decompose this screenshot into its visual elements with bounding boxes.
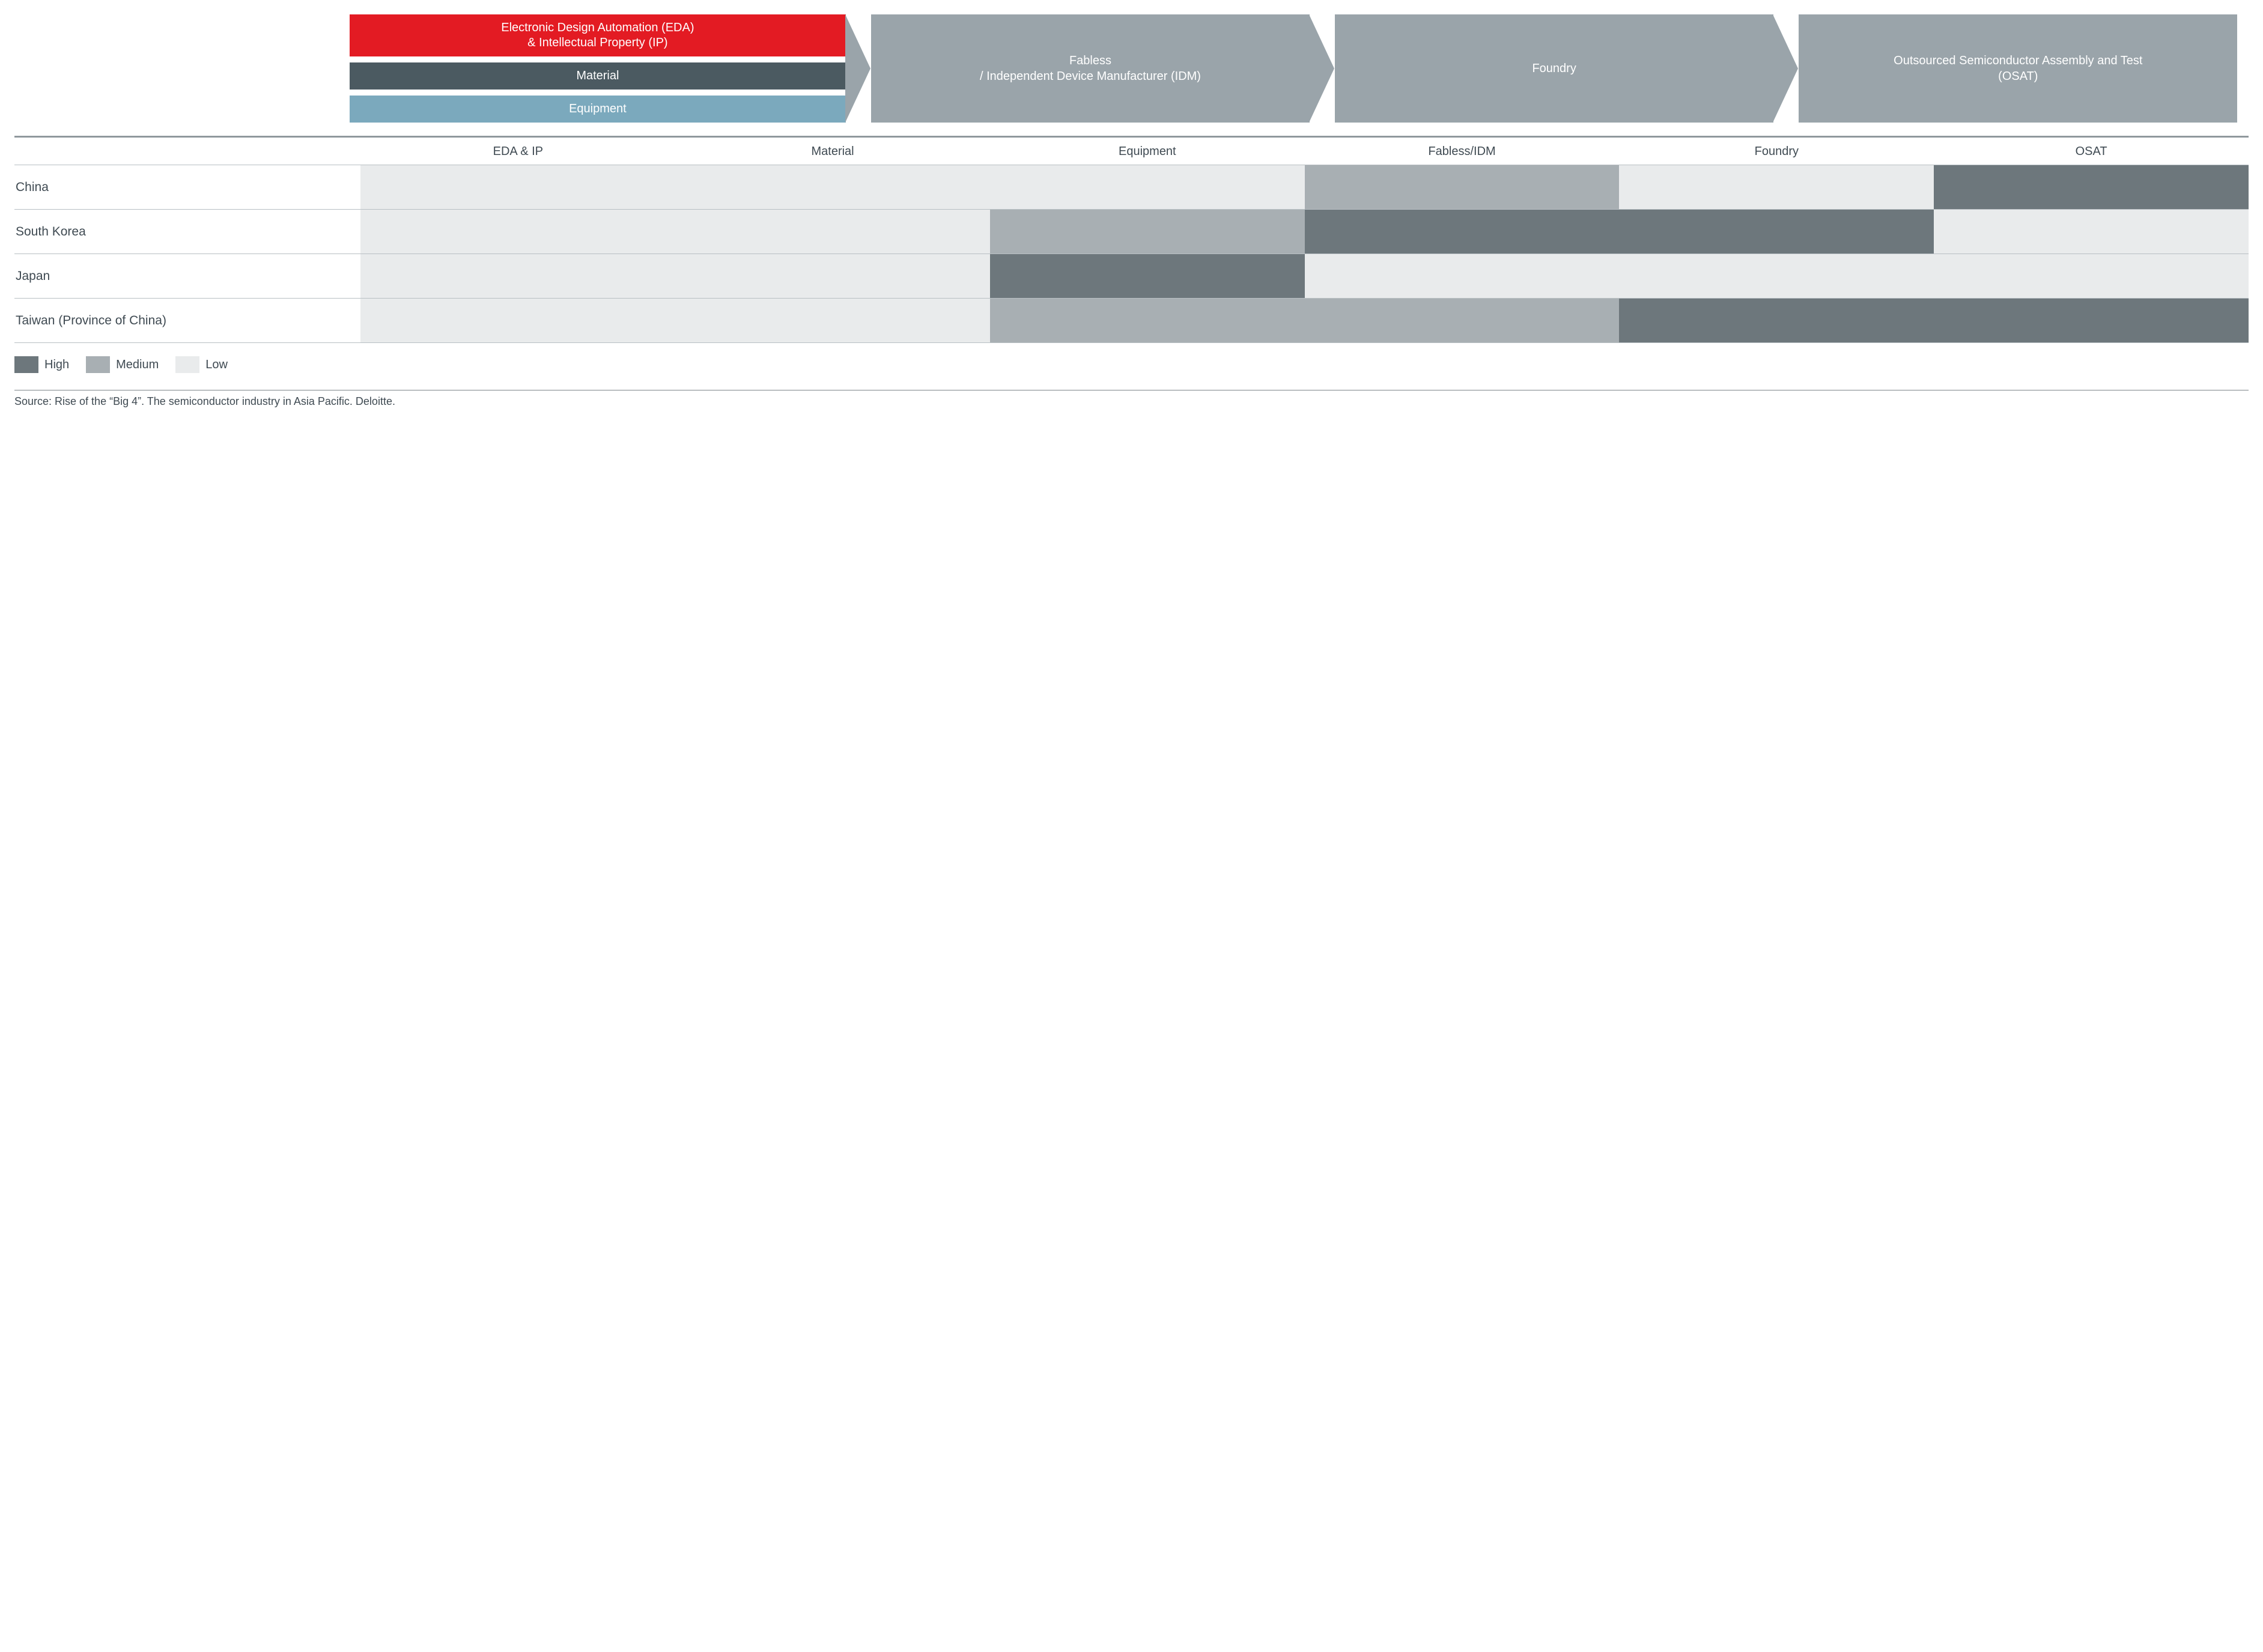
heatmap-section: EDA & IPMaterialEquipmentFabless/IDMFoun… <box>14 136 2249 343</box>
heatmap-cell <box>1934 210 2249 254</box>
table-row: Taiwan (Province of China) <box>14 299 2249 343</box>
table-row: South Korea <box>14 210 2249 254</box>
legend-label: Low <box>205 358 228 372</box>
column-header: Foundry <box>1619 138 1934 165</box>
heatmap-cell <box>990 210 1305 254</box>
legend-label: Medium <box>116 358 159 372</box>
row-label: China <box>14 165 360 210</box>
heatmap-cell <box>990 254 1305 299</box>
legend-swatch <box>175 356 199 373</box>
row-label: Taiwan (Province of China) <box>14 299 360 343</box>
heatmap-cell <box>360 254 675 299</box>
heatmap-cell <box>675 210 990 254</box>
heatmap-cell <box>1305 254 1620 299</box>
column-header: Equipment <box>990 138 1305 165</box>
heatmap-cell <box>1934 299 2249 343</box>
legend-item: Low <box>175 356 228 373</box>
legend-swatch <box>86 356 110 373</box>
heatmap-cell <box>1619 165 1934 210</box>
heatmap-cell <box>360 165 675 210</box>
table-row: China <box>14 165 2249 210</box>
heatmap-cell <box>360 210 675 254</box>
legend-swatch <box>14 356 38 373</box>
row-label: South Korea <box>14 210 360 254</box>
table-row: Japan <box>14 254 2249 299</box>
heatmap-cell <box>1934 254 2249 299</box>
flow-arrow-icon <box>1310 14 1335 123</box>
value-chain-flow: Electronic Design Automation (EDA) & Int… <box>350 14 2238 123</box>
column-header: OSAT <box>1934 138 2249 165</box>
heatmap-cell <box>675 299 990 343</box>
heatmap-cell <box>1619 210 1934 254</box>
flow-arrow-icon <box>1773 14 1799 123</box>
column-header: Material <box>675 138 990 165</box>
heatmap-cell <box>360 299 675 343</box>
flow-input-box: Electronic Design Automation (EDA) & Int… <box>350 14 846 56</box>
column-header: EDA & IP <box>360 138 675 165</box>
legend-item: Medium <box>86 356 159 373</box>
source-text: Source: Rise of the “Big 4”. The semicon… <box>14 390 2249 408</box>
heatmap-cell <box>1934 165 2249 210</box>
legend: High Medium Low <box>14 356 2249 373</box>
flow-inputs-column: Electronic Design Automation (EDA) & Int… <box>350 14 846 123</box>
heatmap-cell <box>675 165 990 210</box>
legend-item: High <box>14 356 69 373</box>
heatmap-cell <box>675 254 990 299</box>
flow-step-box: Foundry <box>1335 14 1773 123</box>
heatmap-cell <box>1305 210 1620 254</box>
heatmap-cell <box>990 299 1305 343</box>
row-label: Japan <box>14 254 360 299</box>
flow-step-box: Outsourced Semiconductor Assembly and Te… <box>1799 14 2237 123</box>
flow-input-box: Material <box>350 62 846 90</box>
heatmap-cell <box>1619 254 1934 299</box>
column-header-blank <box>14 138 360 165</box>
flow-step-box: Fabless / Independent Device Manufacture… <box>871 14 1310 123</box>
heatmap-cell <box>1305 299 1620 343</box>
column-header: Fabless/IDM <box>1305 138 1620 165</box>
flow-arrow-icon <box>846 14 871 123</box>
semiconductor-value-chain-chart: Electronic Design Automation (EDA) & Int… <box>14 14 2249 408</box>
heatmap-cell <box>990 165 1305 210</box>
legend-label: High <box>44 358 69 372</box>
heatmap-cell <box>1619 299 1934 343</box>
flow-input-box: Equipment <box>350 96 846 123</box>
heatmap-cell <box>1305 165 1620 210</box>
heatmap-table: EDA & IPMaterialEquipmentFabless/IDMFoun… <box>14 138 2249 343</box>
